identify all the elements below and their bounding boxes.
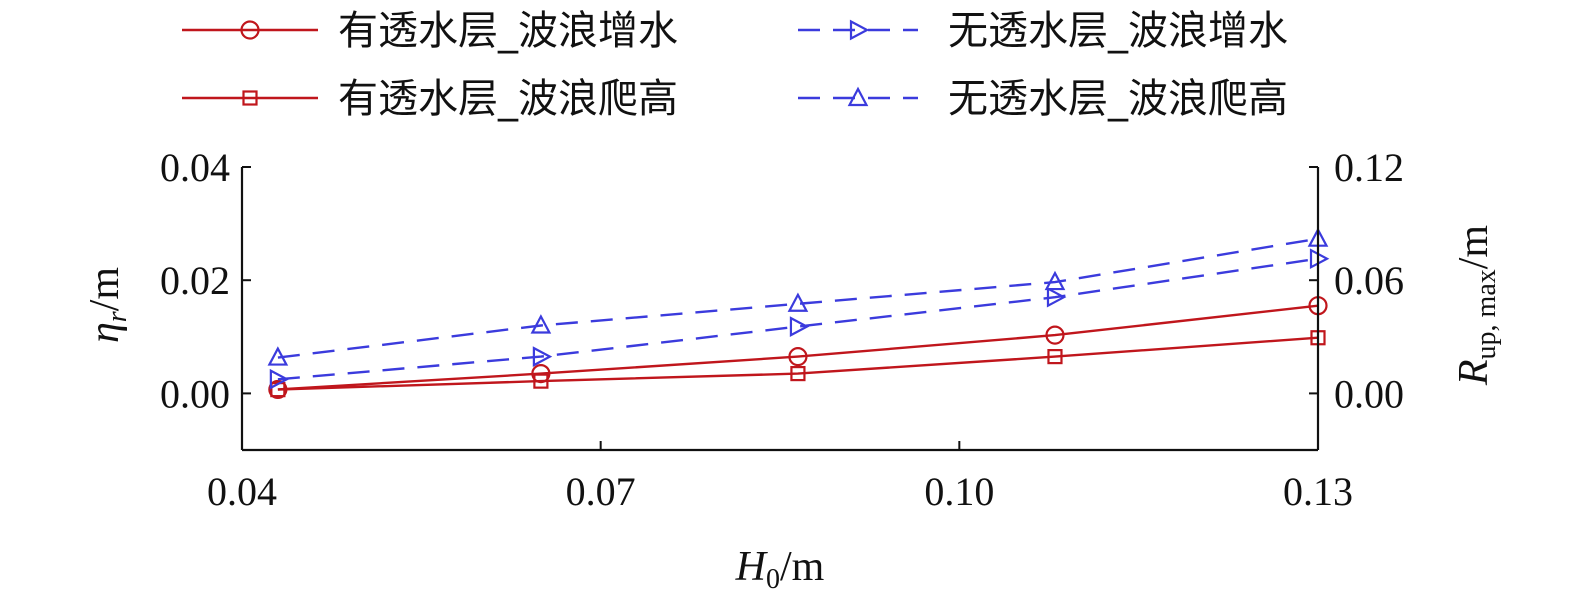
data-point bbox=[1044, 270, 1066, 291]
x-axis-label: H0/m bbox=[735, 544, 825, 595]
series-line bbox=[277, 336, 1319, 391]
x-tick-label: 0.10 bbox=[924, 469, 994, 514]
data-point bbox=[790, 365, 806, 382]
y-left-tick-label: 0.00 bbox=[160, 371, 230, 416]
data-point bbox=[530, 314, 552, 334]
legend-item: 无透水层_波浪增水 bbox=[798, 8, 1288, 54]
y-axis-right: 0.00 0.06 0.12 bbox=[1309, 145, 1404, 450]
y-left-tick-label: 0.04 bbox=[160, 145, 230, 190]
legend-marker bbox=[240, 20, 260, 40]
legend-marker bbox=[849, 19, 870, 41]
series-line bbox=[277, 304, 1319, 391]
y-axis-left-label: ηr/m bbox=[82, 267, 133, 343]
y-right-tick-label: 0.00 bbox=[1334, 371, 1404, 416]
x-tick-label: 0.13 bbox=[1283, 469, 1353, 514]
legend-item: 有透水层_波浪爬高 bbox=[182, 76, 678, 122]
legend-label: 无透水层_波浪爬高 bbox=[948, 76, 1288, 122]
data-point bbox=[533, 373, 549, 389]
legend-marker bbox=[242, 90, 258, 106]
y-axis-right-label: Rup, max/m bbox=[1451, 225, 1502, 387]
plot-area bbox=[267, 227, 1330, 400]
data-point bbox=[1045, 325, 1065, 345]
data-point bbox=[787, 292, 809, 312]
x-tick-label: 0.07 bbox=[566, 469, 636, 514]
legend-item: 有透水层_波浪增水 bbox=[182, 8, 678, 54]
series-1 bbox=[268, 296, 1328, 400]
data-point bbox=[1046, 286, 1067, 308]
data-point bbox=[267, 346, 289, 366]
legend-label: 无透水层_波浪增水 bbox=[948, 8, 1288, 54]
series-4 bbox=[267, 227, 1329, 366]
series-line bbox=[277, 237, 1319, 359]
y-left-tick-label: 0.02 bbox=[160, 258, 230, 303]
legend-label: 有透水层_波浪增水 bbox=[338, 8, 678, 54]
series-2 bbox=[270, 330, 1326, 398]
data-point bbox=[789, 316, 810, 337]
x-tick-label: 0.04 bbox=[207, 469, 277, 514]
y-right-tick-label: 0.12 bbox=[1334, 145, 1404, 190]
series-line bbox=[277, 257, 1319, 381]
x-axis: 0.04 0.07 0.10 0.13 bbox=[207, 441, 1353, 514]
legend-label: 有透水层_波浪爬高 bbox=[338, 76, 678, 122]
legend-item: 无透水层_波浪爬高 bbox=[798, 76, 1288, 122]
data-point bbox=[1047, 349, 1063, 365]
data-point bbox=[269, 368, 290, 390]
y-right-tick-label: 0.06 bbox=[1334, 258, 1404, 303]
data-point bbox=[788, 347, 808, 367]
y-axis-left: 0.00 0.02 0.04 bbox=[160, 145, 251, 450]
legend-marker bbox=[847, 86, 869, 107]
data-point bbox=[532, 346, 553, 367]
